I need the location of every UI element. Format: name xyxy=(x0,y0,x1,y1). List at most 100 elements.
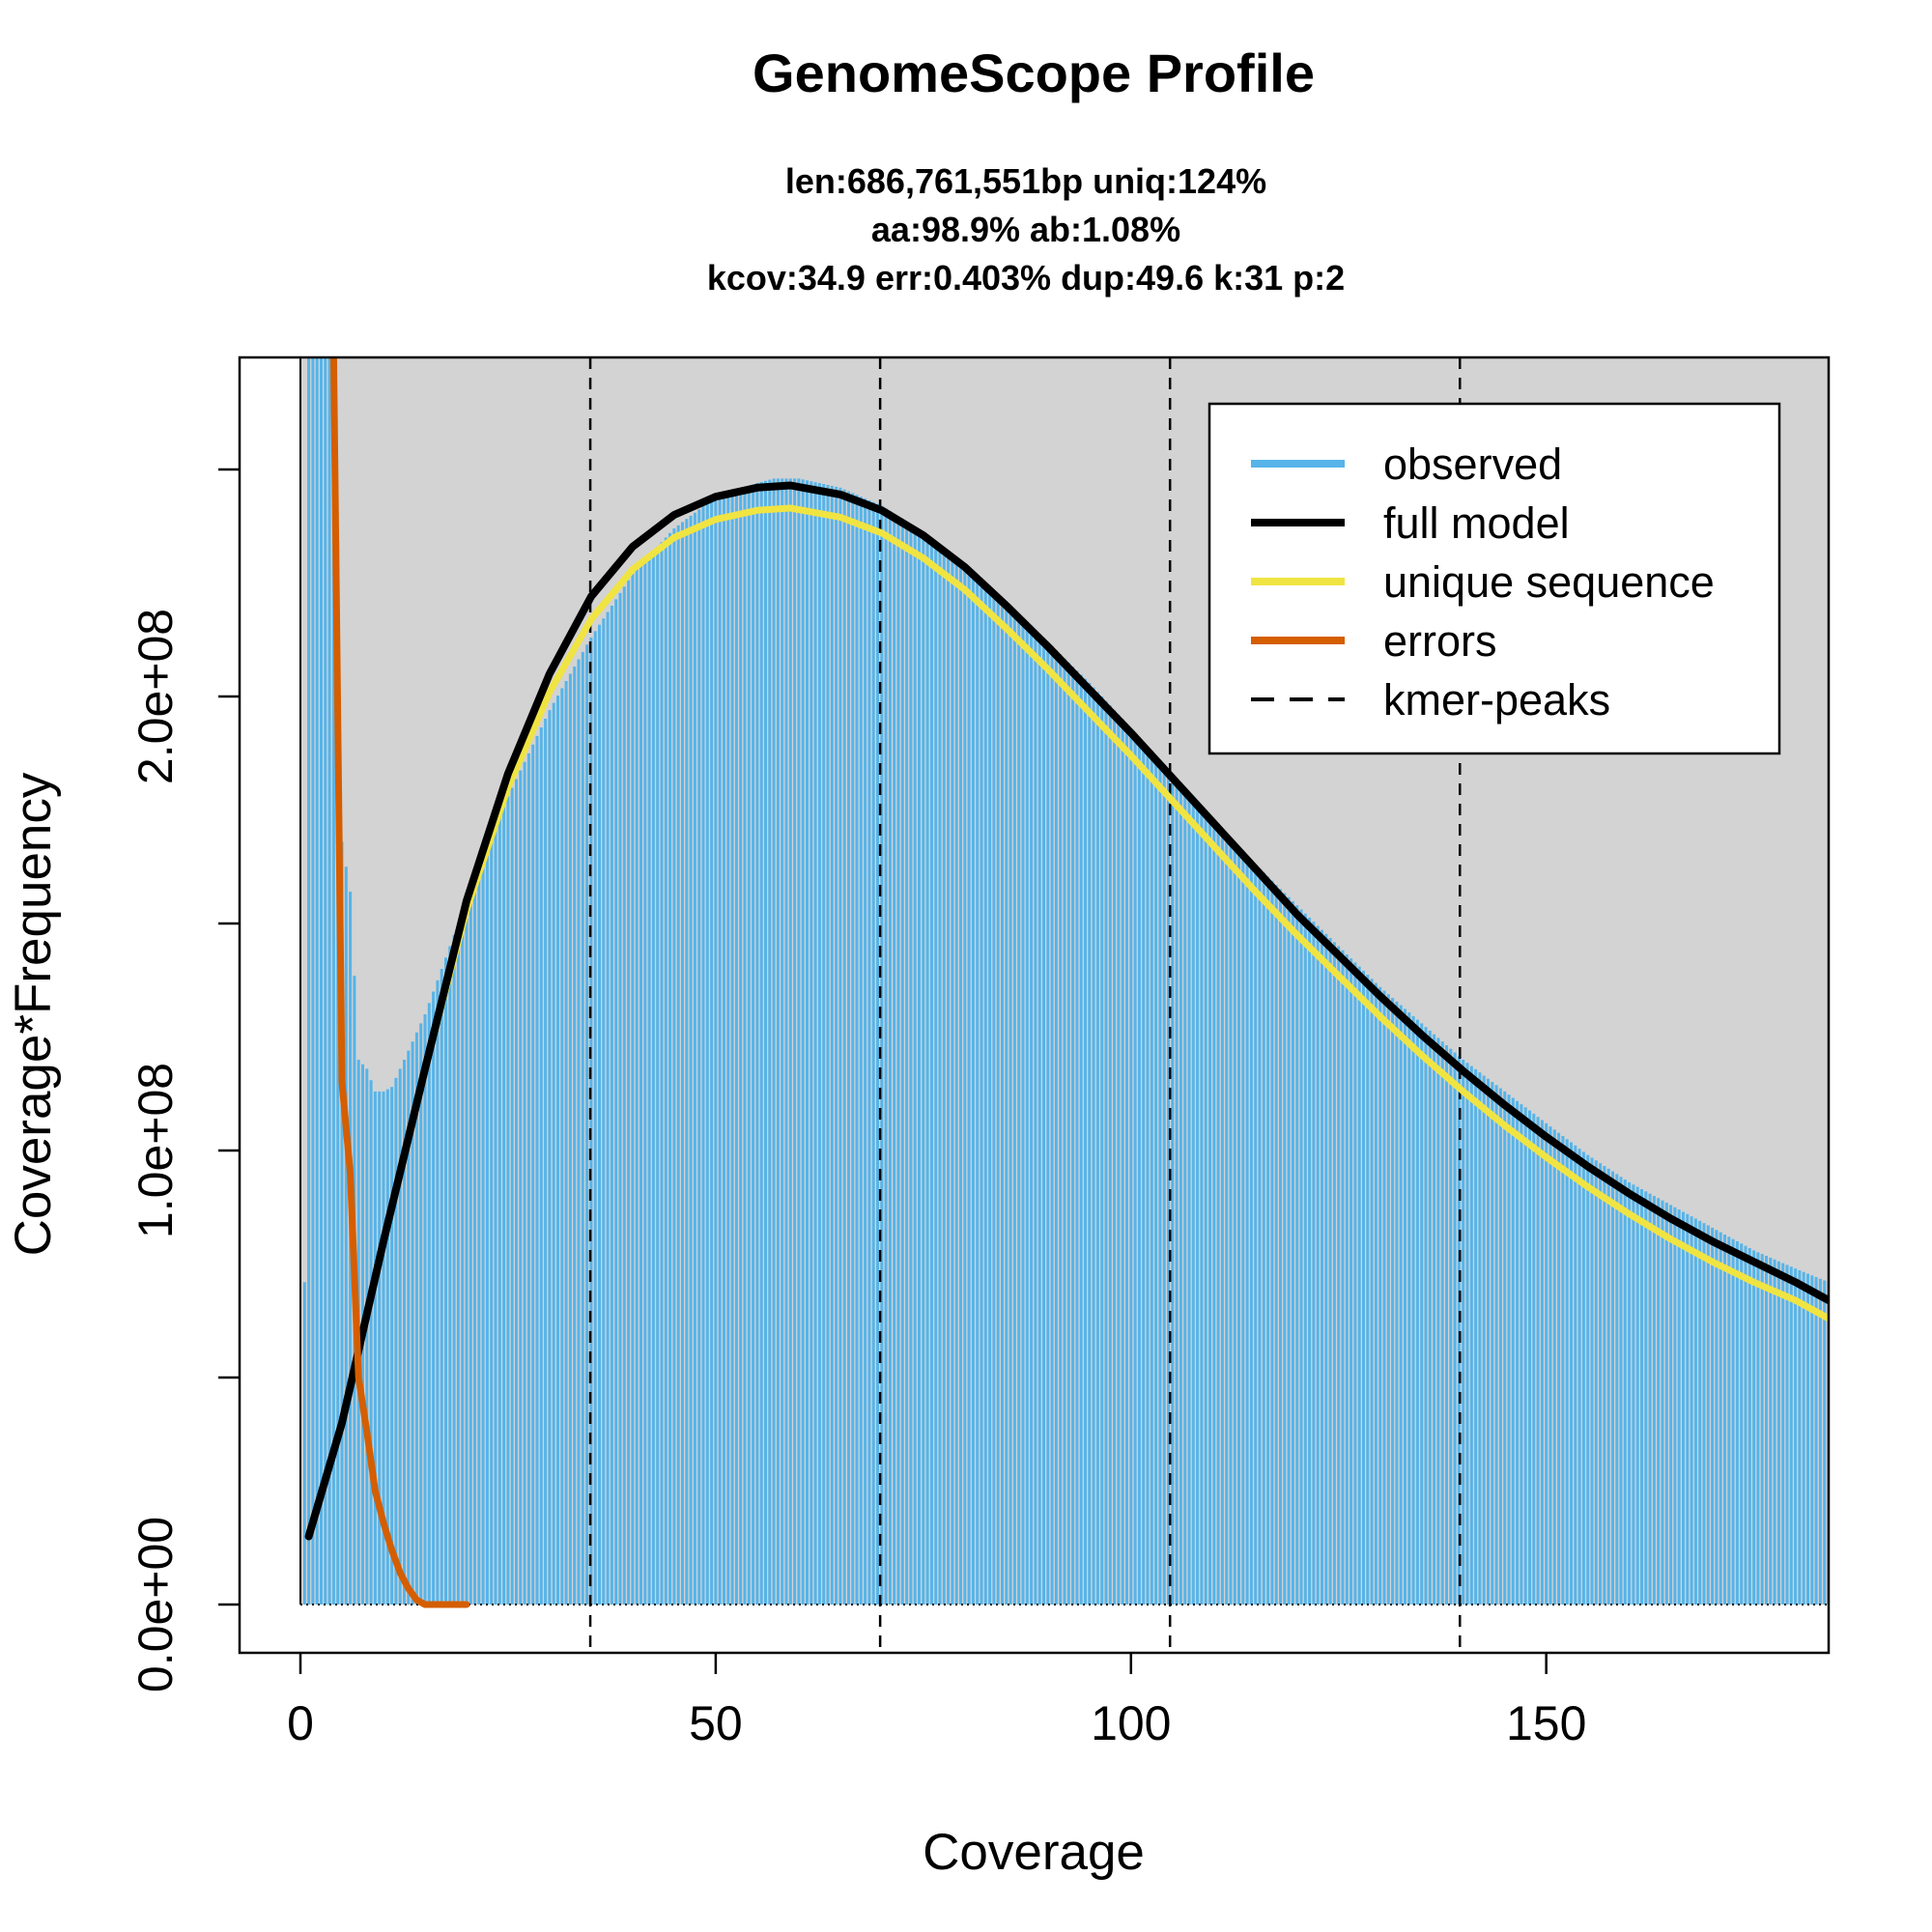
observed-bar xyxy=(1640,1189,1643,1605)
observed-bar xyxy=(327,357,331,1605)
observed-bar xyxy=(1042,638,1045,1605)
y-axis: 0.0e+00 1.0e+08 2.0e+08 xyxy=(128,468,240,1692)
observed-bar xyxy=(1071,667,1075,1605)
chart-subtitle-line-1: len:686,761,551bp uniq:124% xyxy=(785,161,1266,201)
observed-bar xyxy=(1702,1223,1706,1605)
observed-bar xyxy=(781,478,784,1605)
observed-bar xyxy=(689,515,693,1605)
observed-bar xyxy=(1407,1012,1411,1605)
observed-bar xyxy=(739,488,743,1605)
observed-bar xyxy=(1532,1113,1536,1605)
observed-bar xyxy=(817,483,821,1605)
observed-bar xyxy=(693,512,696,1605)
observed-bar xyxy=(896,516,900,1605)
observed-bar xyxy=(390,1087,394,1605)
observed-bar xyxy=(1241,850,1245,1605)
observed-bar xyxy=(835,486,838,1605)
observed-bar xyxy=(664,537,668,1605)
observed-bar xyxy=(788,478,792,1605)
observed-bar xyxy=(614,599,618,1605)
observed-bar xyxy=(502,807,506,1605)
observed-bar xyxy=(934,542,938,1605)
observed-bar xyxy=(1747,1248,1751,1605)
observed-bar xyxy=(1478,1072,1482,1605)
observed-bar xyxy=(320,357,323,1605)
observed-bar xyxy=(1462,1060,1465,1605)
observed-bar xyxy=(378,1091,382,1605)
observed-bar xyxy=(407,1050,411,1605)
observed-bar xyxy=(1063,658,1066,1605)
observed-bar xyxy=(1540,1120,1544,1605)
observed-bar xyxy=(1321,929,1323,1605)
observed-bar xyxy=(556,696,559,1605)
observed-bar xyxy=(461,912,465,1605)
observed-bar xyxy=(1781,1263,1785,1605)
observed-bar xyxy=(382,1091,385,1605)
observed-bar xyxy=(830,485,834,1605)
observed-bar xyxy=(1050,645,1054,1605)
observed-bar xyxy=(1395,1001,1399,1605)
observed-bar xyxy=(1823,1280,1827,1605)
observed-bar xyxy=(1316,925,1320,1605)
observed-bar xyxy=(324,357,327,1605)
observed-bars xyxy=(302,357,1829,1605)
observed-bar xyxy=(1254,864,1258,1605)
observed-bar xyxy=(1511,1097,1515,1605)
observed-bar xyxy=(1516,1100,1520,1605)
observed-bar xyxy=(747,485,751,1605)
observed-bar xyxy=(864,498,867,1605)
observed-bar xyxy=(1266,876,1270,1605)
observed-bar xyxy=(414,1032,418,1605)
observed-bar xyxy=(1208,814,1211,1605)
observed-bar xyxy=(481,859,485,1605)
observed-bar xyxy=(1066,662,1070,1605)
observed-bar xyxy=(701,506,705,1605)
observed-bar xyxy=(1723,1235,1726,1605)
observed-bar xyxy=(1603,1166,1606,1605)
observed-bar xyxy=(976,576,980,1605)
observed-bar xyxy=(1233,841,1236,1605)
observed-bar xyxy=(1030,625,1034,1605)
observed-bar xyxy=(403,1060,406,1605)
observed-bar xyxy=(1449,1048,1453,1605)
observed-bar xyxy=(1001,597,1004,1605)
observed-bar xyxy=(1415,1019,1419,1605)
y-tick-label: 2.0e+08 xyxy=(128,609,183,784)
legend-label: unique sequence xyxy=(1383,557,1715,607)
observed-bar xyxy=(884,508,888,1605)
x-tick-label: 0 xyxy=(287,1696,314,1750)
observed-bar xyxy=(1092,687,1095,1605)
observed-bar xyxy=(1150,751,1153,1605)
observed-bar xyxy=(1270,880,1274,1605)
observed-bar xyxy=(1216,823,1220,1605)
observed-bar xyxy=(1353,962,1357,1605)
observed-bar xyxy=(900,519,904,1605)
observed-bar xyxy=(1491,1082,1494,1605)
observed-bar xyxy=(606,611,610,1605)
observed-bar xyxy=(1345,954,1349,1605)
observed-bar xyxy=(1548,1126,1552,1605)
observed-bar xyxy=(1258,868,1262,1605)
observed-bar xyxy=(905,522,909,1605)
observed-bar xyxy=(1328,938,1332,1605)
observed-bar xyxy=(423,1014,427,1605)
observed-bar xyxy=(755,483,759,1605)
observed-bar xyxy=(1545,1122,1548,1605)
observed-bar xyxy=(1162,764,1166,1605)
observed-bar xyxy=(311,357,315,1605)
observed-bar xyxy=(1465,1063,1469,1605)
observed-bar xyxy=(660,542,664,1605)
observed-bar xyxy=(1005,601,1009,1605)
observed-bar xyxy=(631,574,635,1605)
observed-bar xyxy=(842,489,846,1605)
observed-bar xyxy=(1611,1171,1614,1605)
legend-label: kmer-peaks xyxy=(1383,675,1610,724)
observed-bar xyxy=(1075,670,1079,1605)
observed-bar xyxy=(573,667,577,1605)
observed-bar xyxy=(1121,719,1124,1605)
observed-bar xyxy=(427,1003,431,1605)
observed-bar xyxy=(1690,1216,1693,1605)
observed-bar xyxy=(1196,801,1200,1605)
observed-bar xyxy=(772,478,776,1605)
chart-title: GenomeScope Profile xyxy=(753,43,1315,103)
